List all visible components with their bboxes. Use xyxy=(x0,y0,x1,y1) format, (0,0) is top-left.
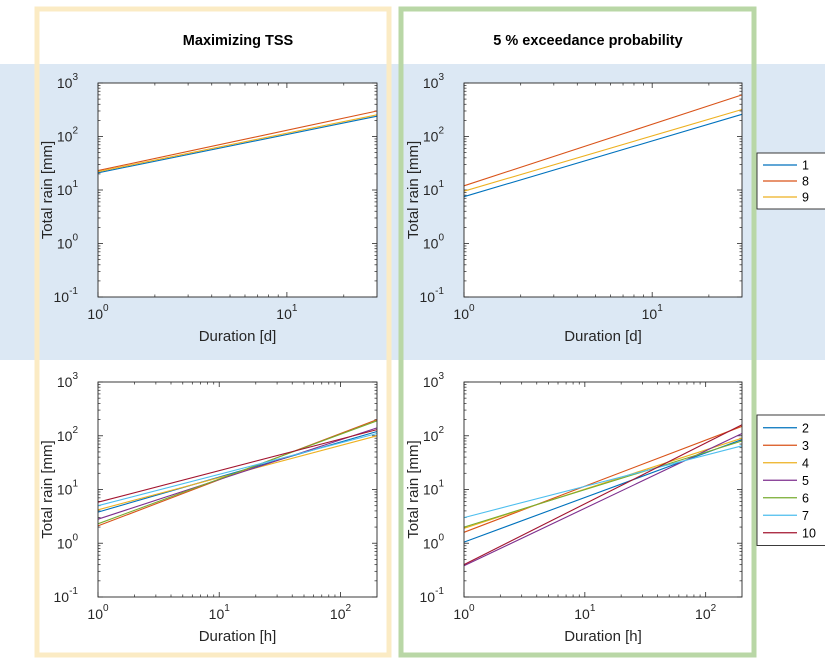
y-tick-label: 101 xyxy=(423,479,445,498)
series-line-6 xyxy=(463,440,743,528)
y-tick-label: 100 xyxy=(57,532,79,551)
chart-tss-hourly: 100 101 102 10-1 100 101 102 103 Duration [h] Tot… xyxy=(39,371,378,645)
x-tick-label: 102 xyxy=(695,603,717,622)
y-tick-label: 101 xyxy=(57,479,79,498)
plot-area xyxy=(464,83,742,297)
y-tick-label: 102 xyxy=(57,425,79,444)
series-line-5 xyxy=(97,427,378,520)
series-line-10 xyxy=(463,424,743,566)
column-title-exceedance: 5 % exceedance probability xyxy=(493,33,682,49)
legend-label-4: 4 xyxy=(802,456,809,470)
axes-box xyxy=(463,82,743,298)
legend-label-8: 8 xyxy=(802,175,809,189)
legend-label-2: 2 xyxy=(802,421,809,435)
column-frame-tss xyxy=(34,6,392,658)
x-tick-label: 100 xyxy=(453,603,475,622)
legend-label-6: 6 xyxy=(802,491,809,505)
axes-box xyxy=(97,82,378,298)
series-line-9 xyxy=(463,108,743,192)
plot-area xyxy=(98,382,377,597)
minor-ticks xyxy=(464,382,742,597)
chart-exc-hourly: 100 101 102 10-1 100 101 102 103 Duration [h] Tot… xyxy=(405,371,743,645)
x-axis-label: Duration [d] xyxy=(199,328,277,345)
y-axis-label: Total rain [mm] xyxy=(405,141,422,239)
series-line-10 xyxy=(97,429,378,503)
x-axis-label: Duration [h] xyxy=(199,628,277,645)
series-line-8 xyxy=(463,94,743,187)
axes-box xyxy=(463,381,743,598)
legend-label-7: 7 xyxy=(802,509,809,523)
y-tick-label: 102 xyxy=(423,425,445,444)
x-tick-label: 101 xyxy=(574,603,596,622)
y-axis-label: Total rain [mm] xyxy=(39,440,56,538)
legend-label-1: 1 xyxy=(802,159,809,173)
legend-2: 2 3 4 5 6 7 10 xyxy=(756,414,825,546)
y-tick-label: 103 xyxy=(57,371,79,390)
series-line-3 xyxy=(463,425,743,533)
legend-1: 1 8 9 xyxy=(756,152,825,210)
x-axis-label: Duration [d] xyxy=(564,328,642,345)
plot-area xyxy=(464,382,742,597)
series-line-9 xyxy=(97,114,378,173)
y-axis-label: Total rain [mm] xyxy=(39,141,56,239)
legend-label-3: 3 xyxy=(802,439,809,453)
legend-label-9: 9 xyxy=(802,191,809,205)
x-tick-label: 102 xyxy=(330,603,352,622)
plot-area xyxy=(98,83,377,297)
series-line-1 xyxy=(463,113,743,198)
y-tick-label: 100 xyxy=(423,532,445,551)
axes-box xyxy=(97,381,378,598)
legend-label-10: 10 xyxy=(802,526,816,540)
series-line-7 xyxy=(463,445,743,519)
series-line-2 xyxy=(463,438,743,543)
legend-label-5: 5 xyxy=(802,474,809,488)
y-axis-label: Total rain [mm] xyxy=(405,440,422,538)
y-tick-label: 10-1 xyxy=(420,586,445,605)
series-line-8 xyxy=(97,110,378,172)
x-axis-label: Duration [h] xyxy=(564,628,642,645)
x-tick-label: 101 xyxy=(209,603,231,622)
series-line-6 xyxy=(97,420,378,525)
y-tick-label: 103 xyxy=(423,371,445,390)
column-frame-exceedance xyxy=(398,6,757,658)
series-line-7 xyxy=(97,432,378,507)
series-line-1 xyxy=(97,115,378,174)
x-tick-label: 100 xyxy=(87,603,109,622)
column-title-tss: Maximizing TSS xyxy=(183,33,294,49)
y-tick-label: 10-1 xyxy=(54,586,79,605)
